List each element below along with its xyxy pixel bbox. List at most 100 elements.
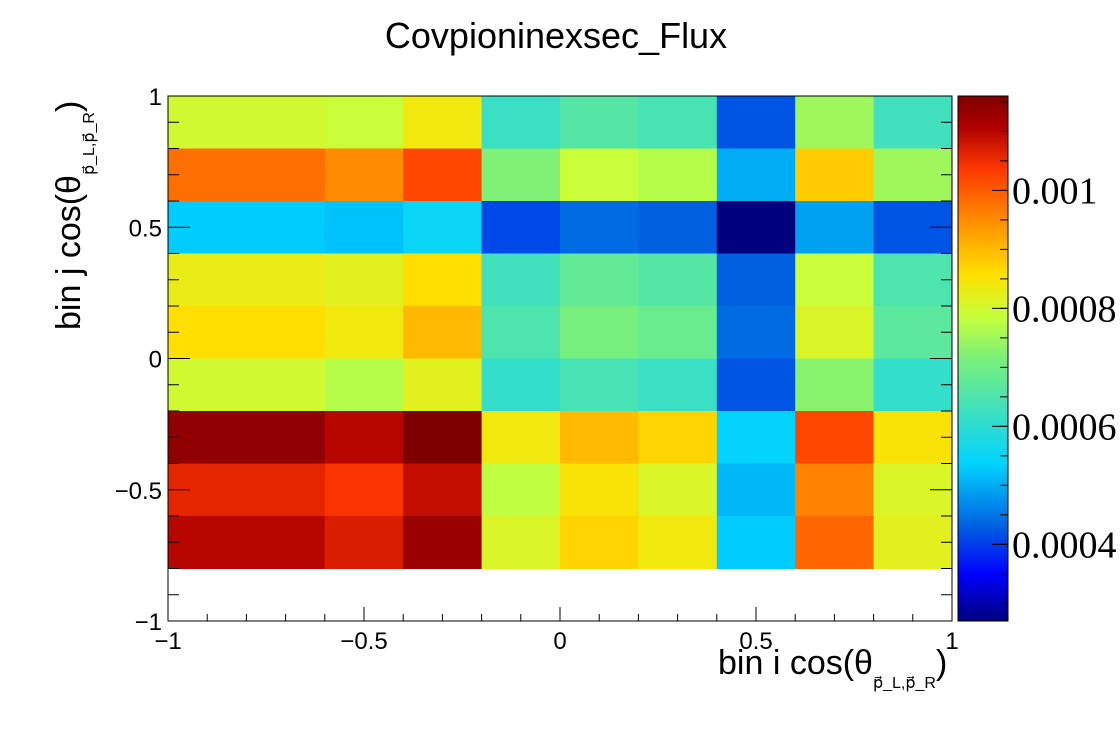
heatmap-cell (324, 253, 404, 307)
heatmap-cell (168, 306, 326, 359)
heatmap-cell (481, 411, 561, 464)
x-tick-label: −1 (154, 628, 181, 655)
heatmap-cell (168, 463, 326, 517)
heatmap-cell (638, 306, 718, 359)
heatmap-cell (324, 516, 404, 569)
heatmap-cell (403, 306, 483, 359)
heatmap-cell (638, 148, 718, 202)
heatmap-cell (716, 306, 796, 359)
y-tick-label: 1 (149, 84, 162, 111)
heatmap-cell (638, 96, 718, 149)
heatmap-cell (560, 148, 639, 202)
x-tick-label: 0 (553, 628, 566, 655)
x-axis-title-close: ) (936, 644, 947, 682)
heatmap-cell (560, 411, 639, 464)
heatmap-cell (795, 516, 875, 569)
heatmap-cell (168, 516, 326, 569)
y-axis-title-main: bin j cos(θ (50, 175, 88, 330)
heatmap-cell (560, 358, 639, 412)
heatmap-cell (795, 201, 875, 254)
heatmap-cell (638, 411, 718, 464)
heatmap-cell (168, 201, 326, 254)
heatmap-cell (403, 201, 483, 254)
x-tick-label: −0.5 (340, 628, 387, 655)
heatmap-cell (324, 463, 404, 517)
heatmap-cell (560, 96, 639, 149)
heatmap-cell (638, 201, 718, 254)
heatmap-cell (716, 96, 796, 149)
heatmap-cell (481, 516, 561, 569)
y-axis-ticks: −1 −0.5 0 0.5 1 (115, 84, 952, 636)
heatmap-cell (716, 516, 796, 569)
y-axis-title-sub: p⃗_L,p⃗_R (81, 112, 98, 175)
heatmap-cell (795, 463, 875, 517)
heatmap-cell (716, 463, 796, 517)
heatmap-cell (481, 96, 561, 149)
heatmap-cell (324, 306, 404, 359)
heatmap-cell (795, 306, 875, 359)
colorbar-tick-label: 0.0008 (1012, 288, 1117, 330)
colorbar-ticks: 0.0004 0.0006 0.0008 0.001 (992, 101, 1117, 604)
heatmap-cell (873, 253, 953, 307)
colorbar-tick-label: 0.0006 (1012, 406, 1117, 448)
heatmap-cell (873, 516, 953, 569)
heatmap-cell (403, 358, 483, 412)
heatmap-cell (560, 463, 639, 517)
heatmap-cell (324, 96, 404, 149)
heatmap-cell (481, 463, 561, 517)
heatmap-cell (324, 411, 404, 464)
heatmap-cell (795, 96, 875, 149)
heatmap-cell (481, 358, 561, 412)
y-tick-label: −1 (135, 609, 162, 636)
heatmap-cell (560, 306, 639, 359)
y-tick-label: 0 (149, 347, 162, 374)
heatmap-cell (481, 306, 561, 359)
heatmap-cell (716, 411, 796, 464)
heatmap-cell (403, 516, 483, 569)
heatmap-cell (795, 148, 875, 202)
heatmap-cell (324, 358, 404, 412)
heatmap-cell (716, 358, 796, 412)
heatmap-cell (716, 253, 796, 307)
heatmap-cell (560, 516, 639, 569)
heatmap-cell (795, 253, 875, 307)
heatmap-cell (873, 306, 953, 359)
y-axis-title: bin j cos(θp⃗_L,p⃗_R) (50, 101, 98, 330)
heatmap-cell (403, 96, 483, 149)
heatmap-cell (481, 253, 561, 307)
colorbar-tick-label: 0.001 (1012, 170, 1098, 212)
heatmap-cell (560, 201, 639, 254)
heatmap-cell (403, 253, 483, 307)
heatmap-cell (168, 96, 326, 149)
chart-title: Covpioninexsec_Flux (385, 15, 727, 56)
heatmap-cell (638, 463, 718, 517)
heatmap-cell (324, 148, 404, 202)
heatmap-cell (716, 148, 796, 202)
heatmap-cell (168, 148, 326, 202)
heatmap-cell (873, 148, 953, 202)
heatmap-cell (638, 516, 718, 569)
heatmap-cell (716, 201, 796, 254)
heatmap-cell (873, 358, 953, 412)
heatmap-cell (638, 358, 718, 412)
heatmap-cell (168, 253, 326, 307)
heatmap-cell (324, 201, 404, 254)
heatmap-cell (168, 411, 326, 464)
x-tick-label: 0.5 (739, 628, 772, 655)
heatmap-cell (403, 411, 483, 464)
heatmap-cell (481, 201, 561, 254)
colorbar (957, 95, 1009, 622)
heatmap-cell (795, 358, 875, 412)
heatmap-cell (403, 148, 483, 202)
heatmap-cell (873, 411, 953, 464)
x-axis-title-main: bin i cos(θ (718, 644, 873, 682)
x-axis-ticks: −1 −0.5 0 0.5 1 (154, 607, 959, 655)
y-tick-label: 0.5 (129, 215, 162, 242)
heatmap-cell (873, 96, 953, 149)
x-tick-label: 1 (945, 628, 958, 655)
heatmap-cell (403, 463, 483, 517)
x-axis-title: bin i cos(θp⃗_L,p⃗_R) (718, 644, 947, 692)
heatmap-cell (638, 253, 718, 307)
heatmap-cell (560, 253, 639, 307)
heatmap-cell (481, 148, 561, 202)
